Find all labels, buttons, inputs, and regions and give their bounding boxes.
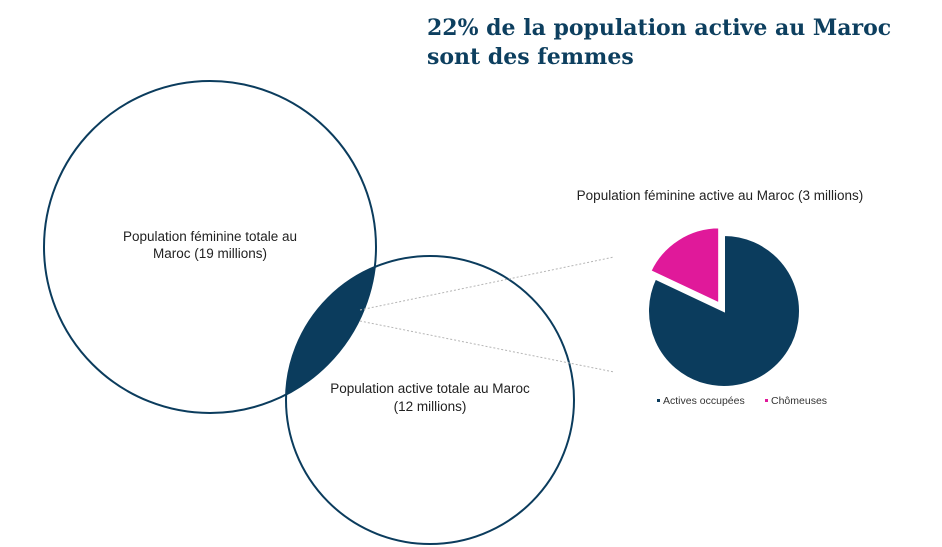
- venn-circle-active: [285, 255, 575, 545]
- venn-label-active-line1: Population active totale au Maroc: [330, 381, 530, 396]
- pie-chart: Population féminine active au Maroc (3 m…: [577, 188, 864, 407]
- pie-legend: Actives occupées Chômeuses: [657, 395, 827, 407]
- legend-label-0: Actives occupées: [663, 395, 745, 407]
- venn-label-feminine-line2: Maroc (19 millions): [153, 246, 267, 261]
- page-title: 22% de la population active au Maroc son…: [427, 15, 892, 70]
- venn-diagram: Population féminine totale au Maroc (19 …: [43, 80, 575, 545]
- pie-slice-ch-meuses: [649, 226, 721, 305]
- venn-circle-feminine: [43, 80, 377, 414]
- pie-title: Population féminine active au Maroc (3 m…: [577, 188, 864, 203]
- legend-marker-0: [657, 399, 660, 402]
- connector-line-top: [359, 256, 615, 311]
- legend-marker-1: [765, 399, 768, 402]
- venn-label-active-line2: (12 millions): [394, 399, 467, 414]
- pie-slices: [647, 226, 801, 388]
- pie-slice-actives-occup-es: [647, 233, 801, 388]
- legend-label-1: Chômeuses: [771, 395, 827, 407]
- venn-label-feminine-line1: Population féminine totale au: [123, 229, 297, 244]
- connector-line-bottom: [359, 320, 615, 373]
